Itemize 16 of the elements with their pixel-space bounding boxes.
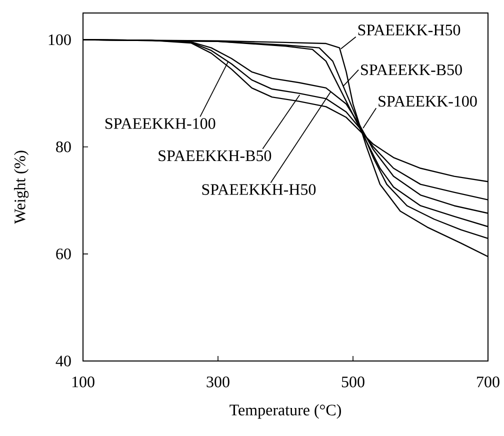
x-tick-label: 100 bbox=[72, 376, 94, 388]
y-tick-label: 100 bbox=[48, 34, 71, 46]
annotation: SPAEEKK-100 bbox=[378, 96, 477, 107]
x-tick-label: 500 bbox=[342, 376, 364, 388]
annotation: SPAEEKK-H50 bbox=[358, 24, 460, 36]
annotation: SPAEEKKH-H50 bbox=[202, 184, 316, 195]
annotation: SPAEEKKH-100 bbox=[105, 118, 216, 129]
x-tick-label: 300 bbox=[206, 376, 230, 388]
y-tick-label: 40 bbox=[56, 356, 71, 366]
y-axis-title: Weight (%) bbox=[14, 150, 29, 224]
x-tick-label: 700 bbox=[477, 376, 500, 388]
annotation: SPAEEKK-B50 bbox=[361, 64, 462, 76]
x-axis-title: Temperature (°C) bbox=[230, 404, 341, 419]
y-tick-label: 60 bbox=[56, 248, 71, 260]
y-tick-label: 80 bbox=[56, 141, 71, 152]
annotation: SPAEEKKH-B50 bbox=[158, 150, 272, 162]
